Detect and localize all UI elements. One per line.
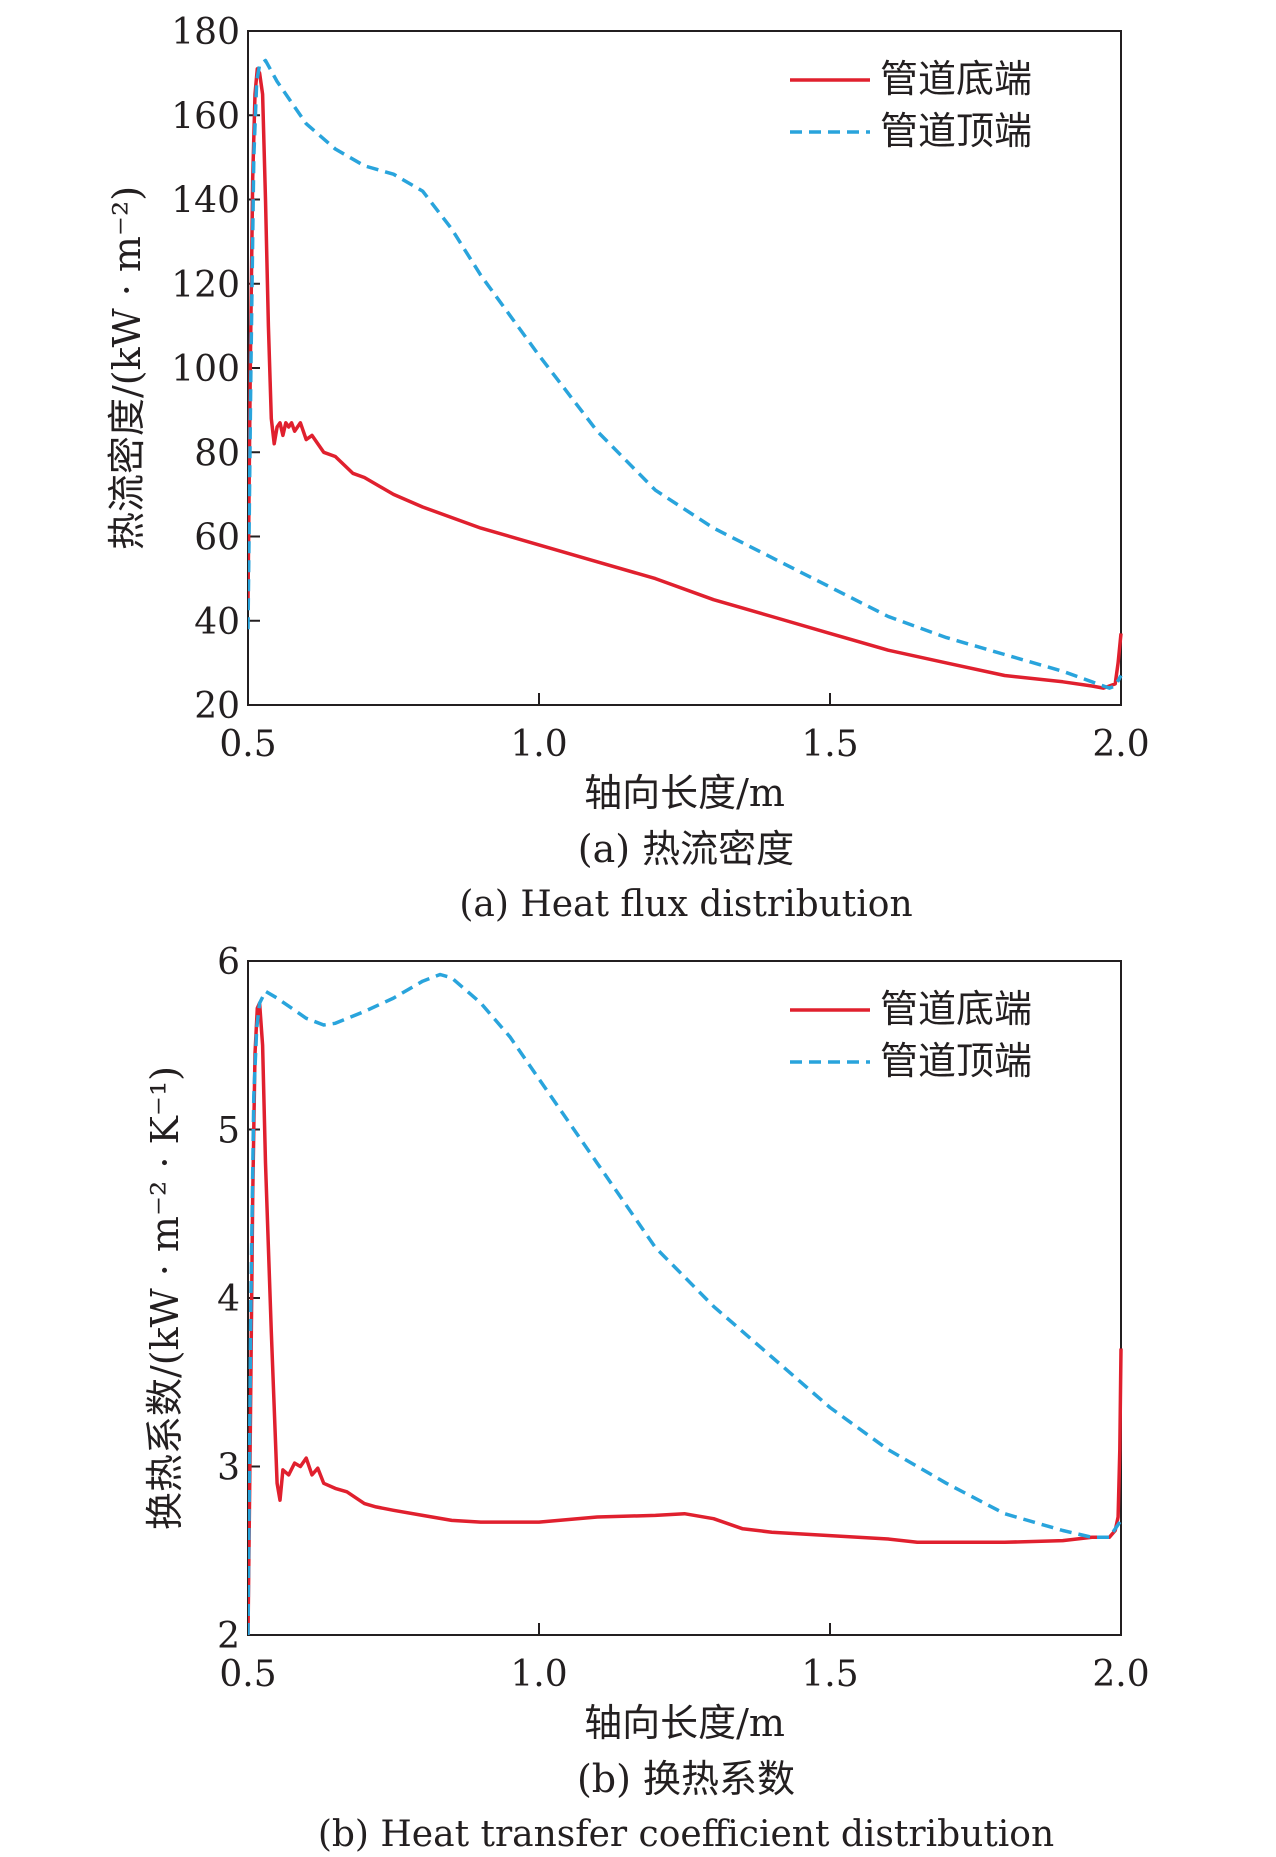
chart-1-legend-label: 管道顶端 (880, 1039, 1032, 1083)
chart-1-x-tick-label: 1.0 (510, 1654, 567, 1695)
chart-0-x-tick-label: 1.5 (801, 724, 858, 765)
chart-1-caption-cn: (b) 换热系数 (577, 1757, 795, 1801)
chart-0-y-tick-label: 20 (194, 686, 240, 727)
chart-0-caption-cn: (a) 热流密度 (578, 827, 794, 871)
chart-0-y-tick-label: 160 (171, 96, 240, 137)
chart-1-legend-label: 管道底端 (880, 987, 1032, 1031)
chart-1-y-tick-label: 4 (217, 1279, 240, 1320)
chart-0-y-tick-label: 100 (171, 349, 240, 390)
chart-1-x-axis-label: 轴向长度/m (584, 1701, 785, 1745)
chart-0-x-tick-label: 0.5 (219, 724, 276, 765)
chart-0-x-tick-label: 1.0 (510, 724, 567, 765)
chart-0-y-tick-label: 120 (171, 265, 240, 306)
chart-1-x-tick-label: 2.0 (1092, 1654, 1149, 1695)
chart-1-y-tick-label: 3 (217, 1448, 240, 1489)
chart-0-legend-label: 管道顶端 (880, 109, 1032, 153)
chart-0-x-tick-label: 2.0 (1092, 724, 1149, 765)
chart-1-series-bottom-line (248, 1001, 1123, 1636)
chart-1-y-axis-label: 换热系数/(kW · m⁻² · K⁻¹) (143, 1066, 187, 1530)
chart-0-y-tick-label: 80 (194, 433, 240, 474)
chart-0-y-tick-label: 60 (194, 518, 240, 559)
chart-1-x-tick-label: 0.5 (219, 1654, 276, 1695)
chart-0-series-top-line (248, 58, 1123, 690)
chart-1-caption-en: (b) Heat transfer coefficient distributi… (318, 1814, 1054, 1855)
chart-a: 0.5 1.0 1.5 2.0 20 40 60 80 100 120 140 160 180 管道底端管… (105, 12, 1150, 925)
chart-0-x-axis-label: 轴向长度/m (584, 771, 785, 815)
chart-0-y-tick-label: 180 (171, 12, 240, 53)
chart-0-y-axis-label: 热流密度/(kW · m⁻²) (105, 186, 149, 550)
chart-1-series-top-line (248, 972, 1123, 1636)
chart-1-y-tick-label: 2 (217, 1616, 240, 1657)
chart-1-x-tick-label: 1.5 (801, 1654, 858, 1695)
chart-1-y-tick-label: 5 (217, 1111, 240, 1152)
chart-0-y-tick-label: 140 (171, 181, 240, 222)
chart-0-y-tick-label: 40 (194, 602, 240, 643)
chart-0-legend-label: 管道底端 (880, 57, 1032, 101)
chart-0-caption-en: (a) Heat flux distribution (459, 884, 912, 925)
chart-1-y-tick-label: 6 (217, 942, 240, 983)
chart-0-series-bottom-line (248, 67, 1123, 690)
